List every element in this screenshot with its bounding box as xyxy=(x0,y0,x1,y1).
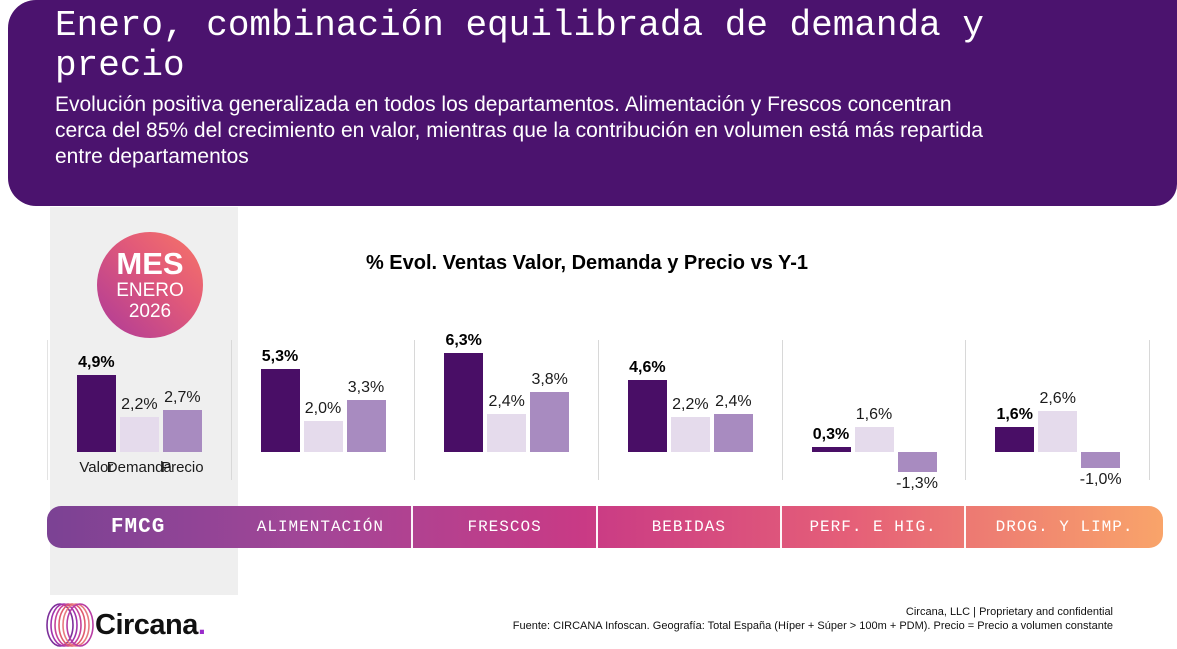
bar-value-label: 1,6% xyxy=(855,406,893,423)
chart-group-alimentaci-n: 5,3% 2,0% 3,3% xyxy=(232,340,416,480)
month-badge: MES ENERO 2026 xyxy=(97,232,203,338)
bar-precio xyxy=(162,410,202,452)
bar-demanda xyxy=(119,417,159,452)
subtitle-line: entre departamentos xyxy=(55,145,249,168)
bar-value-label: 2,0% xyxy=(304,400,342,417)
bar-valor xyxy=(76,375,116,452)
bar-value-label: 5,3% xyxy=(261,348,299,365)
circana-logo: Circana. xyxy=(45,601,206,649)
bar-value-label: 0,3% xyxy=(812,426,850,443)
bar-precio xyxy=(897,452,937,472)
chart-group-drog-y-limp: 1,6% 2,6% -1,0% xyxy=(966,340,1151,488)
bar-value-label: 2,2% xyxy=(672,396,709,413)
bar-value-label: 1,6% xyxy=(996,406,1033,423)
bar-demanda xyxy=(303,421,343,452)
bar-value-label: 3,8% xyxy=(531,371,568,388)
footer-text: Circana, LLC | Proprietary and confident… xyxy=(513,605,1113,633)
bar-valor xyxy=(995,427,1035,452)
chart-title: % Evol. Ventas Valor, Demanda y Precio v… xyxy=(365,252,809,274)
chart-group-frescos: 6,3% 2,4% 3,8% xyxy=(415,332,600,480)
circana-wordmark: Circana. xyxy=(95,608,206,641)
bar-group: 4,6% 2,2% 2,4% xyxy=(627,340,753,480)
badge-month: ENERO xyxy=(116,280,184,301)
slide-title: Enero, combinación equilibrada de demand… xyxy=(55,5,984,86)
bar-value-label: 2,6% xyxy=(1039,390,1076,407)
bar-demanda xyxy=(487,414,527,452)
bar-precio xyxy=(346,400,386,452)
subtitle-line: cerca del 85% del crecimiento en valor, … xyxy=(55,119,983,142)
bar-demanda xyxy=(1038,411,1078,452)
bar-value-label: 2,7% xyxy=(164,389,201,406)
bar-valor xyxy=(811,447,851,452)
bar-precio xyxy=(713,414,753,452)
bar-demanda xyxy=(854,427,894,452)
bar-value-label: -1,3% xyxy=(896,475,938,492)
badge-label: MES xyxy=(116,246,184,281)
band-section-perf-e-hig: PERF. E HIG. xyxy=(779,506,964,548)
series-label-demanda: Demanda xyxy=(106,459,172,476)
bar-chart: 4,9% 2,2% 2,7% Valor Demanda Precio 5,3% 2,0% 3,… xyxy=(47,332,1151,492)
bar-group: 4,9% 2,2% 2,7% Valor Demanda Precio xyxy=(76,340,204,480)
category-band: FMCG ALIMENTACIÓN FRESCOS BEBIDAS PERF. E HI… xyxy=(47,506,1163,548)
bar-value-label: -1,0% xyxy=(1079,471,1122,488)
bar-precio xyxy=(530,392,570,452)
bar-value-label: 2,2% xyxy=(121,396,158,413)
bar-group: 1,6% 2,6% -1,0% xyxy=(995,340,1122,488)
band-section-alimentaci-n: ALIMENTACIÓN xyxy=(256,518,384,536)
badge-year: 2026 xyxy=(128,301,172,322)
bar-value-label: 3,3% xyxy=(347,379,385,396)
band-section-fmcg: FMCG xyxy=(110,515,166,539)
series-label-valor: Valor xyxy=(79,459,114,476)
bar-value-label: 2,4% xyxy=(715,393,752,410)
bar-value-label: 6,3% xyxy=(445,332,482,349)
slide-subtitle: Evolución positiva generalizada en todos… xyxy=(55,92,1155,170)
bar-group: 0,3% 1,6% -1,3% xyxy=(811,340,938,492)
bar-value-label: 2,4% xyxy=(488,393,525,410)
chart-group-bebidas: 4,6% 2,2% 2,4% xyxy=(599,340,783,480)
bar-group: 5,3% 2,0% 3,3% xyxy=(260,340,386,480)
series-label-precio: Precio xyxy=(161,459,204,476)
bar-group: 6,3% 2,4% 3,8% xyxy=(444,332,570,480)
chart-group-fmcg: 4,9% 2,2% 2,7% Valor Demanda Precio xyxy=(47,340,232,480)
subtitle-line: Evolución positiva generalizada en todos… xyxy=(55,93,952,116)
bar-value-label: 4,9% xyxy=(78,354,115,371)
header-banner: Enero, combinación equilibrada de demand… xyxy=(8,0,1177,206)
band-section-bebidas: BEBIDAS xyxy=(595,506,780,548)
bar-valor xyxy=(627,380,667,452)
footer-source: Fuente: CIRCANA Infoscan. Geografía: Tot… xyxy=(512,620,1113,632)
bar-valor xyxy=(260,369,300,452)
band-section-frescos: FRESCOS xyxy=(411,506,595,548)
bar-demanda xyxy=(670,417,710,452)
circana-logo-icon xyxy=(46,603,94,647)
bar-valor xyxy=(444,353,484,452)
band-section-drog-y-limp: DROG. Y LIMP. xyxy=(964,506,1163,548)
bar-precio xyxy=(1081,452,1121,468)
footer-legal: Circana, LLC | Proprietary and confident… xyxy=(905,606,1113,618)
logo-dot: . xyxy=(197,608,206,641)
bar-value-label: 4,6% xyxy=(629,359,666,376)
chart-group-perf-e-hig: 0,3% 1,6% -1,3% xyxy=(783,340,967,492)
